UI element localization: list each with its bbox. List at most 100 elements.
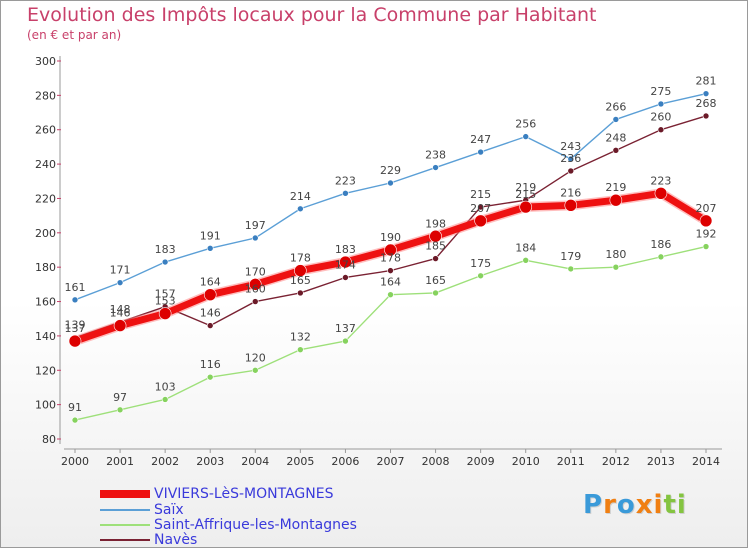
data-label: 139: [65, 319, 86, 332]
data-label: 183: [335, 243, 356, 256]
data-point: [387, 267, 394, 274]
data-point: [702, 90, 710, 97]
data-point: [294, 264, 307, 277]
legend-swatch-viviers: [100, 490, 150, 498]
data-label: 137: [65, 322, 86, 335]
data-label: 216: [560, 186, 581, 199]
x-tick-label: 2009: [467, 455, 495, 468]
legend-swatch-saint-affrique: [100, 524, 150, 526]
data-point: [477, 272, 484, 280]
data-label: 207: [696, 202, 717, 215]
legend-label-viviers: VIVIERS-LèS-MONTAGNES: [154, 486, 334, 502]
data-point: [657, 100, 665, 108]
legend-swatch-saix: [100, 509, 150, 511]
data-point: [612, 116, 620, 123]
x-tick-label: 2007: [377, 455, 405, 468]
data-label: 243: [560, 140, 581, 153]
data-label: 191: [200, 229, 221, 242]
data-label: 223: [650, 174, 671, 187]
data-point: [342, 190, 349, 197]
data-label: 198: [425, 217, 446, 230]
x-tick-label: 2010: [512, 455, 540, 468]
data-label: 146: [110, 307, 131, 320]
x-tick-label: 2002: [151, 455, 179, 468]
data-point: [657, 253, 665, 261]
data-point: [432, 289, 439, 297]
data-point: [567, 167, 575, 175]
data-point: [657, 126, 665, 134]
data-point: [702, 112, 710, 120]
data-point: [203, 288, 217, 301]
x-tick-label: 2005: [286, 455, 314, 468]
y-tick-label: 160: [35, 296, 56, 309]
x-tick-label: 2000: [61, 455, 89, 468]
data-point: [297, 205, 304, 213]
data-label: 185: [425, 240, 446, 253]
y-tick-label: 80: [42, 433, 56, 446]
data-label: 165: [425, 274, 446, 287]
data-point: [206, 373, 214, 381]
legend-item-saix: Saïx: [100, 502, 184, 518]
x-tick-label: 2014: [692, 455, 720, 468]
data-point: [248, 278, 262, 291]
data-point: [567, 155, 575, 163]
data-label: 165: [290, 274, 311, 287]
legend-label-saix: Saïx: [154, 502, 184, 518]
data-point: [702, 243, 710, 250]
data-label: 219: [515, 181, 536, 194]
data-label: 229: [380, 164, 401, 177]
y-tick-label: 240: [35, 158, 56, 171]
y-tick-label: 260: [35, 124, 56, 137]
y-tick-label: 100: [35, 399, 56, 412]
data-point: [342, 274, 349, 281]
data-point: [297, 346, 304, 353]
data-point: [206, 322, 214, 329]
data-point: [251, 234, 259, 242]
data-label: 171: [110, 264, 131, 277]
y-tick-label: 280: [35, 89, 56, 102]
data-point: [206, 244, 214, 252]
data-label: 219: [605, 181, 626, 194]
data-label: 157: [155, 288, 176, 301]
proxiti-logo: Proxiti: [583, 490, 687, 520]
x-tick-label: 2006: [331, 455, 359, 468]
data-label: 266: [605, 100, 626, 113]
x-tick-label: 2012: [602, 455, 630, 468]
data-label: 91: [68, 401, 82, 414]
data-label: 183: [155, 243, 176, 256]
data-label: 281: [696, 75, 717, 88]
data-point: [474, 214, 487, 228]
data-label: 248: [605, 131, 626, 144]
data-label: 207: [470, 202, 491, 215]
y-tick-label: 200: [35, 227, 56, 240]
y-tick-label: 300: [35, 55, 56, 68]
data-label: 160: [245, 283, 266, 296]
data-point: [68, 334, 82, 348]
data-label: 180: [605, 248, 626, 261]
data-point: [342, 337, 349, 345]
data-label: 116: [200, 358, 221, 371]
data-label: 174: [335, 258, 356, 271]
y-tick-label: 120: [35, 364, 56, 377]
data-point: [251, 298, 259, 305]
legend-label-saint-affrique: Saint-Affrique-les-Montagnes: [154, 517, 357, 533]
data-point: [116, 406, 124, 414]
data-label: 179: [560, 250, 581, 263]
data-label: 137: [335, 322, 356, 335]
legend-item-saint-affrique: Saint-Affrique-les-Montagnes: [100, 517, 357, 533]
data-label: 132: [290, 331, 311, 344]
legend-swatch-naves: [100, 539, 150, 541]
data-point: [699, 214, 713, 228]
data-label: 103: [155, 380, 176, 393]
data-point: [384, 243, 397, 257]
data-label: 161: [65, 281, 86, 294]
data-label: 164: [380, 276, 401, 289]
data-point: [161, 258, 169, 266]
data-point: [519, 200, 533, 214]
data-label: 190: [380, 231, 401, 244]
data-label: 223: [335, 174, 356, 187]
data-point: [251, 366, 259, 374]
chart-title: Evolution des Impôts locaux pour la Comm…: [27, 4, 597, 26]
data-label: 268: [696, 97, 717, 110]
